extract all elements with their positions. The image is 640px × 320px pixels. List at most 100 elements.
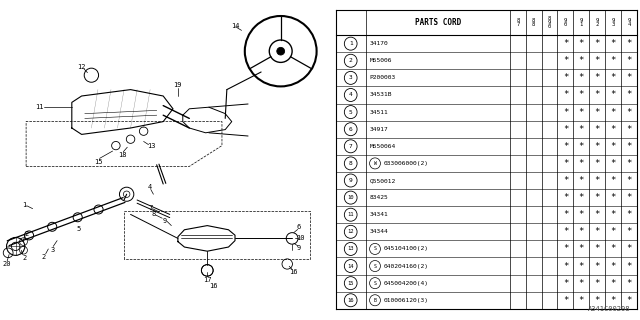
Text: 83425: 83425 (369, 195, 388, 200)
Text: 2: 2 (24, 231, 28, 236)
Text: *: * (611, 56, 616, 65)
Text: *: * (611, 108, 616, 116)
Text: *: * (611, 159, 616, 168)
Text: 16: 16 (348, 298, 354, 303)
Text: 5: 5 (76, 226, 81, 232)
Text: 7: 7 (148, 205, 152, 211)
Text: 34344: 34344 (369, 229, 388, 234)
Text: 9
2: 9 2 (596, 18, 599, 27)
Text: *: * (563, 39, 568, 48)
Text: *: * (626, 108, 632, 116)
Text: 010006120(3): 010006120(3) (383, 298, 428, 303)
Text: *: * (611, 279, 616, 288)
Text: 1: 1 (349, 41, 353, 46)
Text: *: * (563, 261, 568, 270)
Text: 4: 4 (349, 92, 353, 98)
Text: *: * (563, 56, 568, 65)
Text: *: * (579, 73, 584, 82)
Text: 5: 5 (349, 109, 353, 115)
Text: Q550012: Q550012 (369, 178, 396, 183)
Text: S: S (374, 264, 376, 268)
Text: 14: 14 (231, 23, 239, 28)
Text: 9: 9 (163, 218, 167, 224)
Text: 18: 18 (118, 152, 127, 158)
Text: 9: 9 (349, 178, 353, 183)
Text: *: * (563, 176, 568, 185)
Text: *: * (579, 210, 584, 219)
Text: *: * (626, 142, 632, 151)
Text: *: * (579, 261, 584, 270)
Text: 16: 16 (289, 269, 298, 275)
Text: 17: 17 (203, 277, 211, 283)
Text: 4: 4 (148, 184, 152, 190)
Text: 8
7: 8 7 (516, 18, 520, 27)
Text: S: S (374, 281, 376, 286)
Text: *: * (579, 108, 584, 116)
Text: *: * (595, 108, 600, 116)
Text: 13: 13 (148, 143, 156, 148)
Text: 15: 15 (93, 159, 102, 164)
Text: *: * (611, 261, 616, 270)
Text: 19: 19 (173, 82, 182, 88)
Text: *: * (595, 210, 600, 219)
Text: S: S (374, 246, 376, 252)
Text: *: * (595, 193, 600, 202)
Text: *: * (563, 108, 568, 116)
Text: PARTS CORD: PARTS CORD (415, 18, 461, 27)
Text: *: * (611, 176, 616, 185)
Text: 8: 8 (151, 212, 156, 217)
Text: *: * (611, 91, 616, 100)
Text: B: B (374, 298, 376, 303)
Text: *: * (626, 39, 632, 48)
Text: 14: 14 (348, 264, 354, 268)
Text: P200003: P200003 (369, 76, 396, 80)
Text: *: * (563, 210, 568, 219)
Text: 16: 16 (209, 284, 218, 289)
Text: *: * (611, 227, 616, 236)
Text: A341C00208: A341C00208 (588, 306, 630, 312)
Text: *: * (563, 279, 568, 288)
Text: 10: 10 (296, 236, 305, 241)
Text: *: * (626, 56, 632, 65)
Text: *: * (563, 73, 568, 82)
Text: *: * (626, 73, 632, 82)
Text: 6: 6 (349, 127, 353, 132)
Text: *: * (579, 39, 584, 48)
Text: *: * (579, 159, 584, 168)
Text: *: * (595, 244, 600, 253)
Text: *: * (611, 210, 616, 219)
Text: 3: 3 (349, 76, 353, 80)
Text: *: * (563, 91, 568, 100)
Text: *: * (563, 159, 568, 168)
Text: *: * (595, 91, 600, 100)
Text: 11: 11 (348, 212, 354, 217)
Text: *: * (595, 73, 600, 82)
Text: *: * (611, 193, 616, 202)
Text: *: * (626, 296, 632, 305)
Text: *: * (626, 91, 632, 100)
Text: *: * (626, 261, 632, 270)
Text: 34170: 34170 (369, 41, 388, 46)
Text: *: * (579, 227, 584, 236)
Text: *: * (579, 176, 584, 185)
Text: 10: 10 (348, 195, 354, 200)
Text: *: * (595, 142, 600, 151)
Text: *: * (626, 159, 632, 168)
Text: *: * (626, 244, 632, 253)
Text: *: * (595, 261, 600, 270)
Text: *: * (626, 125, 632, 134)
Text: *: * (595, 125, 600, 134)
Text: 12: 12 (348, 229, 354, 234)
Text: *: * (611, 296, 616, 305)
Text: *: * (626, 193, 632, 202)
Text: 9: 9 (296, 245, 301, 251)
Text: *: * (595, 296, 600, 305)
Text: 15: 15 (348, 281, 354, 286)
Text: *: * (563, 296, 568, 305)
Text: *: * (595, 176, 600, 185)
Text: W: W (374, 161, 376, 166)
Text: *: * (626, 227, 632, 236)
Text: *: * (626, 210, 632, 219)
Text: 3: 3 (50, 247, 54, 252)
Text: *: * (579, 193, 584, 202)
